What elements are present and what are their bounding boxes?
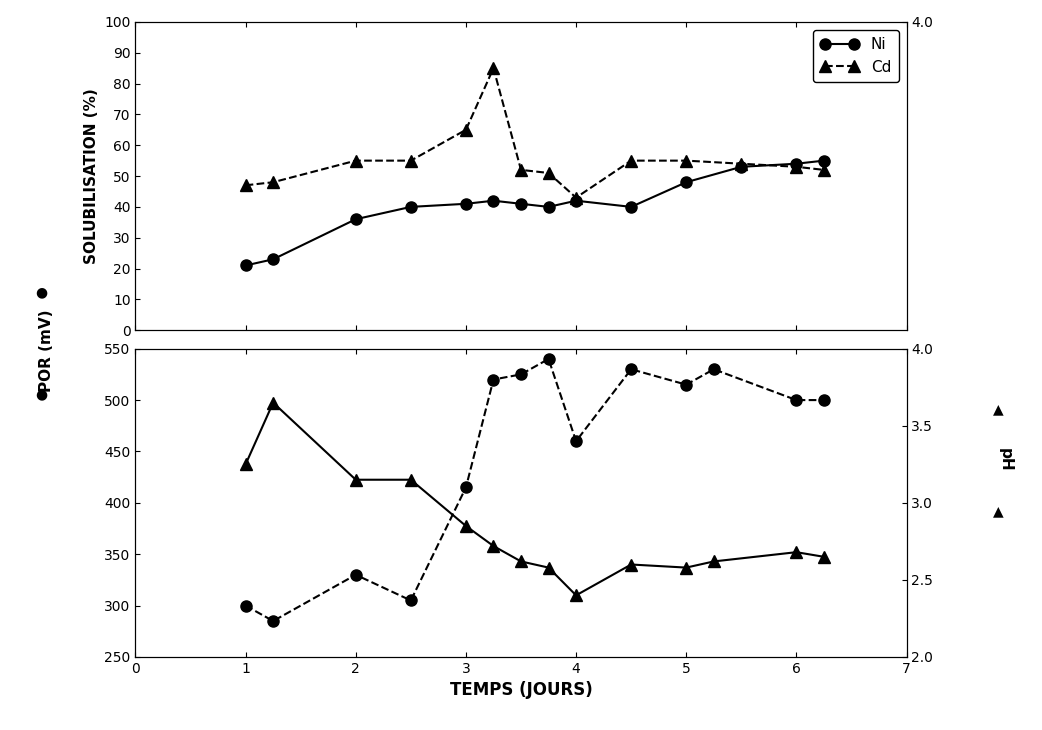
Cd — [625, 156, 638, 165]
Ni — [680, 178, 693, 187]
Legend: Ni, Cd: Ni, Cd — [813, 29, 899, 82]
Ni — [790, 159, 802, 168]
Cd — [515, 166, 527, 174]
Ni — [625, 202, 638, 211]
Ni — [542, 202, 554, 211]
Cd — [680, 156, 693, 165]
Cd — [240, 181, 252, 190]
Line: Cd: Cd — [240, 62, 830, 204]
Ni — [349, 215, 362, 223]
Cd — [460, 126, 472, 134]
Cd — [488, 64, 500, 72]
Cd — [267, 178, 279, 187]
Cd — [404, 156, 417, 165]
Text: POR (mV): POR (mV) — [40, 309, 54, 392]
Ni — [570, 196, 582, 205]
Cd — [570, 193, 582, 202]
Cd — [735, 159, 747, 168]
Text: ●: ● — [35, 285, 48, 299]
Ni — [404, 202, 417, 211]
Ni — [818, 156, 830, 165]
Line: Ni: Ni — [240, 155, 829, 271]
Text: ▲: ▲ — [993, 504, 1003, 518]
Text: ●: ● — [35, 387, 48, 402]
Ni — [460, 199, 472, 208]
Text: ▲: ▲ — [993, 402, 1003, 416]
Cd — [790, 162, 802, 171]
Text: pH: pH — [998, 448, 1013, 472]
Ni — [515, 199, 527, 208]
Cd — [542, 169, 554, 177]
Ni — [267, 255, 279, 264]
Ni — [735, 162, 747, 171]
Y-axis label: SOLUBILISATION (%): SOLUBILISATION (%) — [83, 88, 99, 264]
Cd — [818, 166, 830, 174]
X-axis label: TEMPS (JOURS): TEMPS (JOURS) — [450, 681, 592, 699]
Ni — [240, 261, 252, 270]
Cd — [349, 156, 362, 165]
Ni — [488, 196, 500, 205]
